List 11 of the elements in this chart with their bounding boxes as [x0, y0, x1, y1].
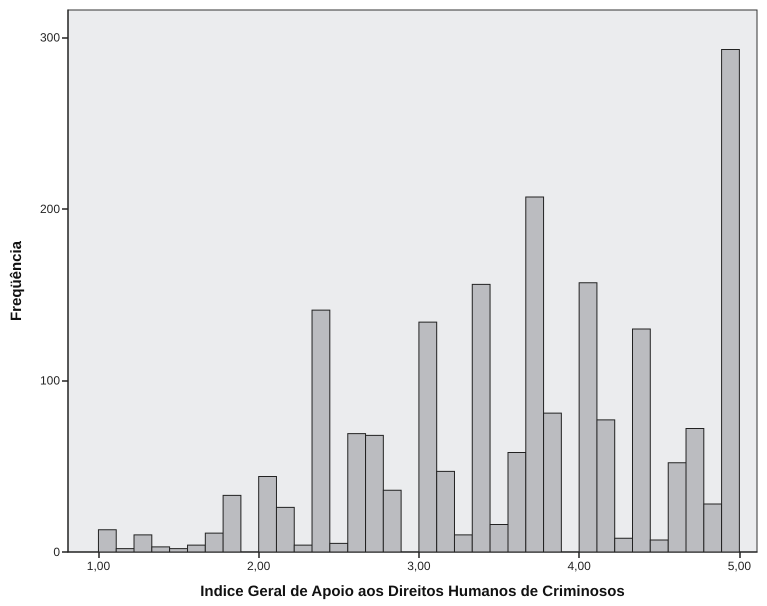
x-tick-label: 5,00: [728, 559, 752, 573]
y-tick-label: 100: [40, 373, 60, 388]
y-tick-label: 300: [40, 30, 60, 44]
x-axis-title: Indice Geral de Apoio aos Direitos Humanos de Criminosos: [200, 583, 625, 600]
y-axis-title: Freqüência: [8, 240, 25, 322]
x-tick-label: 3,00: [407, 559, 431, 573]
x-tick-label: 4,00: [567, 559, 592, 573]
y-tick-label: 200: [40, 202, 60, 216]
x-tick-label: 2,00: [246, 559, 271, 573]
y-tick-label: 0: [53, 545, 60, 559]
x-tick-label: 1,00: [86, 559, 110, 573]
